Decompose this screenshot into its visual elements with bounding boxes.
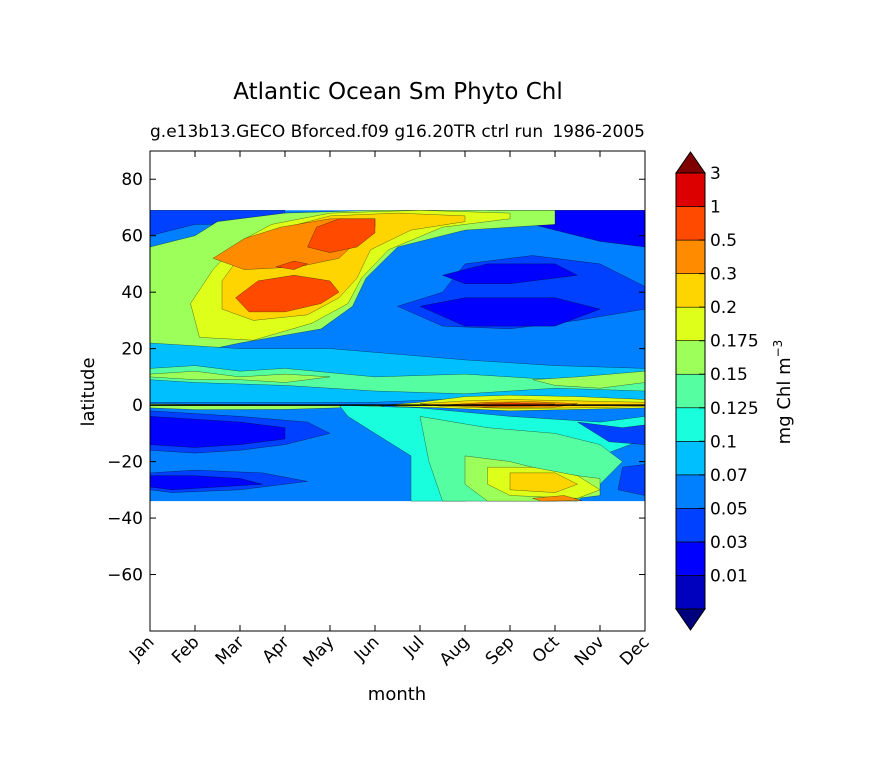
y-axis: −60 −40 −20 0 20 40 60 80 <box>107 170 645 586</box>
x-tick-label: Feb <box>168 632 203 667</box>
colorbar-tick-label: 0.5 <box>710 231 737 251</box>
contour-field <box>150 210 645 502</box>
colorbar-tick-label: 0.1 <box>710 432 737 452</box>
y-tick-label: 60 <box>121 227 143 247</box>
colorbar-bin <box>675 441 706 476</box>
chart-title: Atlantic Ocean Sm Phyto Chl <box>233 79 562 105</box>
colorbar-tick-label: 3 <box>710 164 721 184</box>
colorbar-bin <box>675 306 706 341</box>
x-tick-label: Dec <box>616 632 653 669</box>
colorbar-bin <box>675 373 706 409</box>
contour-region-north-spring-bloom-5 <box>235 274 340 313</box>
y-tick-label: 80 <box>121 170 143 190</box>
plot-area <box>149 150 646 632</box>
colorbar-bin <box>675 541 706 576</box>
colorbar-tick-label: 0.07 <box>710 466 748 486</box>
x-axis-label: month <box>368 684 426 705</box>
colorbar-bin <box>675 172 706 207</box>
colorbar-frame <box>675 172 706 610</box>
colorbar-tick-label: 0.125 <box>710 399 759 419</box>
chart-subtitle-left: g.e13b13.GECO Bforced.f09 g16.20TR ctrl … <box>150 122 543 142</box>
contour-region-south-gyre-4 <box>150 475 263 491</box>
y-tick-label: 0 <box>132 396 143 416</box>
colorbar-extend-high <box>675 151 706 174</box>
x-tick-label: Oct <box>529 632 564 667</box>
chart-subtitle-right: 1986-2005 <box>552 122 645 142</box>
colorbar-tick-label: 0.175 <box>710 332 759 352</box>
contour-region-equatorial-band-green-3 <box>532 370 645 389</box>
colorbar-tick-label: 0.2 <box>710 298 737 318</box>
colorbar-bin <box>675 239 706 274</box>
x-tick-label: Jul <box>399 632 428 661</box>
x-tick-label: Jun <box>350 632 384 666</box>
y-tick-label: −40 <box>107 509 143 529</box>
colorbar-bin <box>675 206 706 241</box>
contour-region-equatorial-band-green-2 <box>150 370 331 383</box>
x-tick-label: Jan <box>125 632 158 665</box>
contour-region-south-winter-orange <box>532 495 583 502</box>
y-tick-label: 20 <box>121 340 143 360</box>
colorbar-label-exponent: −3 <box>771 340 785 358</box>
contour-region-north-spring-bloom-6 <box>307 218 376 253</box>
colorbar-tick-label: 0.01 <box>710 566 748 586</box>
contour-region-south-east-low-2 <box>617 464 645 496</box>
contour-region-north-summer-low-3 <box>441 263 579 284</box>
y-tick-label: 40 <box>121 283 143 303</box>
colorbar-tick-label: 0.05 <box>710 499 748 519</box>
x-tick-label: Nov <box>571 632 609 670</box>
colorbar: 0.01 0.03 0.05 0.07 0.1 0.125 0.15 0.175 0.2 0.3 0… <box>675 151 759 631</box>
colorbar-tick-label: 1 <box>710 198 721 218</box>
y-tick-label: −60 <box>107 566 143 586</box>
colorbar-tick-label: 0.15 <box>710 365 748 385</box>
x-tick-label: Sep <box>482 632 519 669</box>
x-tick-label: Aug <box>436 632 474 670</box>
colorbar-bin <box>675 273 706 308</box>
plot-frame <box>149 150 646 632</box>
colorbar-bin <box>675 508 706 543</box>
contour-region-south-winter-yellow-2 <box>509 472 579 493</box>
contour-region-south-gyre-2 <box>150 416 286 448</box>
colorbar-tick-label: 0.03 <box>710 533 748 553</box>
colorbar-label: mg Chl m−3 <box>771 340 795 445</box>
colorbar-bin <box>675 340 706 375</box>
x-tick-label: May <box>300 632 339 671</box>
contour-region-north-summer-low-2 <box>419 297 601 327</box>
colorbar-bin <box>675 575 706 610</box>
x-tick-label: Apr <box>259 632 294 667</box>
colorbar-bin <box>675 474 706 509</box>
contour-region-north-spring-bloom-7 <box>275 260 309 270</box>
colorbar-label-text: mg Chl m <box>774 357 795 444</box>
contour-region-south-east-low <box>577 421 645 445</box>
x-tick-label: Mar <box>212 632 249 669</box>
y-tick-label: −20 <box>107 453 143 473</box>
colorbar-bin <box>675 407 706 442</box>
y-axis-label: latitude <box>78 357 99 426</box>
colorbar-extend-low <box>675 608 706 631</box>
contour-region-equatorial-band-green-1 <box>150 365 645 395</box>
colorbar-tick-label: 0.3 <box>710 265 737 285</box>
